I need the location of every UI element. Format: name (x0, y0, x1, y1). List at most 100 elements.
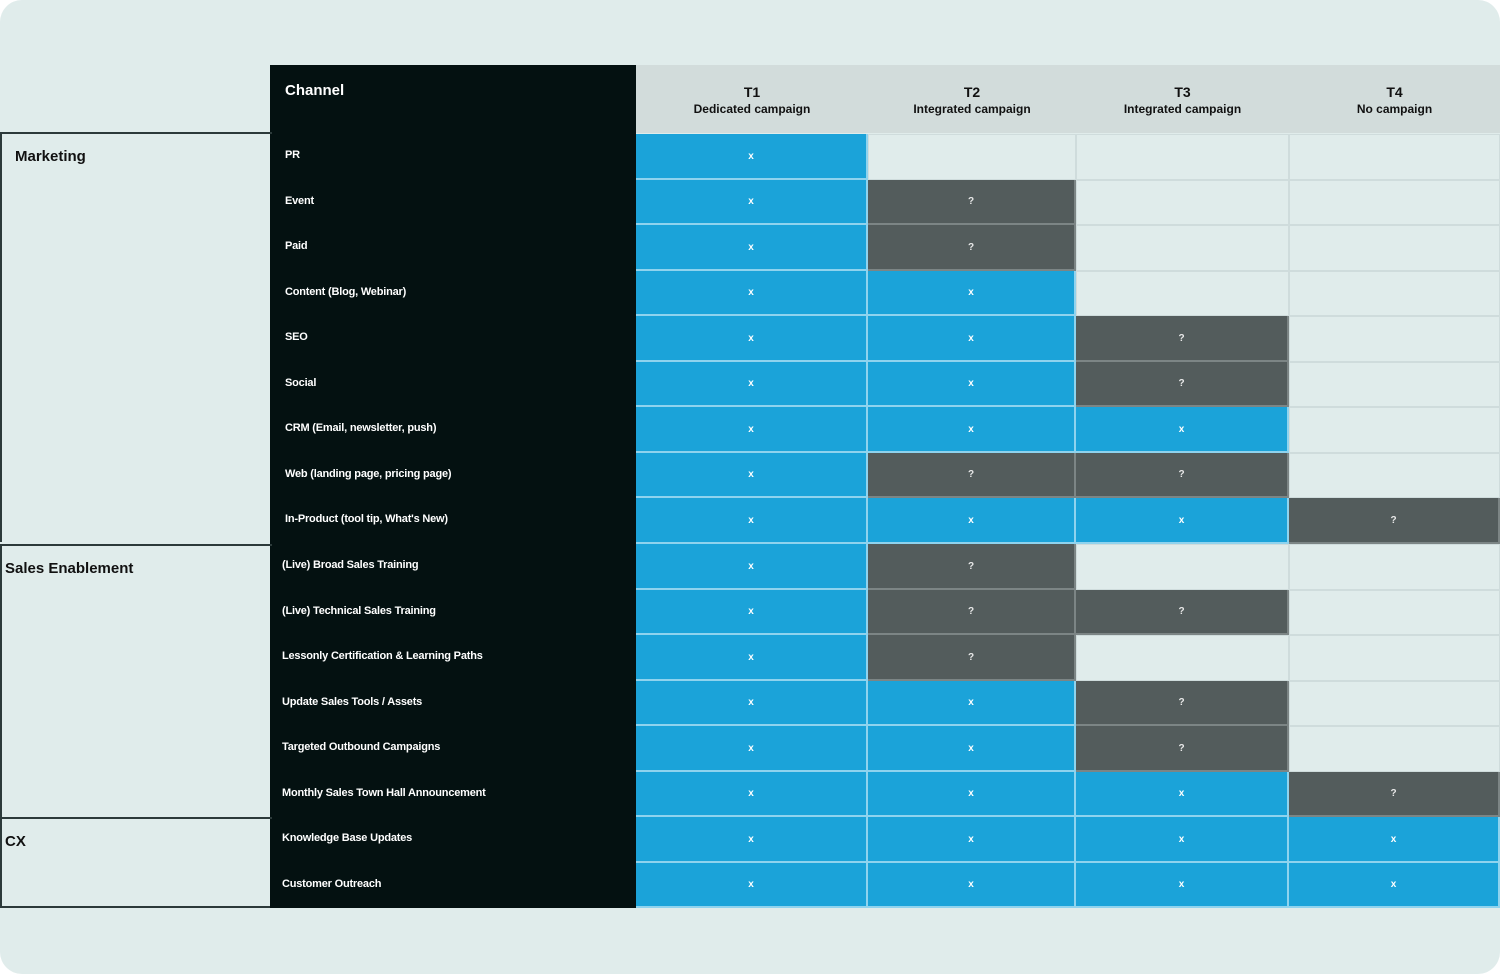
matrix-cell-t2: x (868, 863, 1076, 908)
matrix-cell-t1: x (636, 407, 868, 453)
tier-description: Integrated campaign (913, 102, 1031, 116)
matrix-cell-t1: x (636, 225, 868, 271)
matrix-cell-t1: x (636, 498, 868, 544)
matrix-cell-t2: x (868, 316, 1076, 362)
group-section-marketing (0, 132, 272, 542)
tier-description: Dedicated campaign (693, 102, 811, 116)
channel-row-label: Targeted Outbound Campaigns (282, 741, 441, 753)
matrix-cell-t4 (1289, 590, 1500, 635)
matrix-cell-t4 (1289, 544, 1500, 590)
tier-header-t3: T3 Integrated campaign (1076, 65, 1289, 133)
matrix-cell-t2: x (868, 271, 1076, 316)
matrix-cell-t3: x (1076, 407, 1289, 453)
matrix-cell-t4 (1289, 726, 1500, 772)
matrix-cell-t1: x (636, 635, 868, 681)
matrix-cell-t2: ? (868, 590, 1076, 635)
matrix-cell-t1: x (636, 726, 868, 772)
group-label: Sales Enablement (5, 560, 134, 577)
matrix-cell-t1: x (636, 134, 868, 180)
matrix-cell-t2: ? (868, 180, 1076, 225)
channel-row-label: Monthly Sales Town Hall Announcement (282, 787, 486, 799)
channel-row-label: Lessonly Certification & Learning Paths (282, 650, 483, 662)
channel-header-label: Channel (285, 82, 345, 99)
matrix-cell-t4: x (1289, 817, 1500, 863)
matrix-cell-t1: x (636, 544, 868, 590)
channel-row-label: Event (285, 195, 314, 207)
tier-description: No campaign (1356, 102, 1433, 116)
matrix-cell-t4 (1289, 453, 1500, 498)
matrix-cell-t4 (1289, 180, 1500, 225)
matrix-cell-t3: x (1076, 817, 1289, 863)
matrix-cell-t4 (1289, 635, 1500, 681)
matrix-cell-t1: x (636, 681, 868, 726)
matrix-cell-t4 (1289, 225, 1500, 271)
matrix-cell-t3: ? (1076, 590, 1289, 635)
matrix-cell-t4 (1289, 134, 1500, 180)
matrix-cell-t3: ? (1076, 726, 1289, 772)
matrix-cell-t4 (1289, 681, 1500, 726)
matrix-cell-t4: x (1289, 863, 1500, 908)
matrix-cell-t3: x (1076, 772, 1289, 817)
group-bottom-divider (0, 906, 270, 908)
channel-row-label: Content (Blog, Webinar) (285, 286, 407, 298)
matrix-cell-t3 (1076, 134, 1289, 180)
tier-name: T3 (1174, 84, 1191, 100)
matrix-cell-t4 (1289, 271, 1500, 316)
matrix-cell-t2: x (868, 726, 1076, 772)
tier-header-t1: T1 Dedicated campaign (636, 65, 868, 133)
tier-header-t2: T2 Integrated campaign (868, 65, 1076, 133)
matrix-cell-t4 (1289, 362, 1500, 407)
channel-row-label: (Live) Broad Sales Training (282, 559, 419, 571)
matrix-cell-t3: ? (1076, 453, 1289, 498)
channel-row-label: Customer Outreach (282, 878, 382, 890)
matrix-cell-t3: x (1076, 498, 1289, 544)
matrix-cell-t3 (1076, 180, 1289, 225)
matrix-cell-t2: ? (868, 225, 1076, 271)
tier-description: Integrated campaign (1123, 102, 1242, 116)
tier-name: T1 (743, 84, 761, 100)
matrix-cell-t2: x (868, 362, 1076, 407)
matrix-cell-t1: x (636, 590, 868, 635)
tier-name: T2 (963, 84, 981, 100)
channel-row-label: SEO (285, 331, 308, 343)
channel-column (270, 65, 636, 908)
matrix-cell-t3 (1076, 271, 1289, 316)
matrix-cell-t1: x (636, 271, 868, 316)
matrix-cell-t1: x (636, 817, 868, 863)
tier-name: T4 (1386, 84, 1403, 100)
matrix-cell-t3 (1076, 225, 1289, 271)
channel-row-label: Social (285, 377, 317, 389)
channel-row-label: In-Product (tool tip, What's New) (285, 513, 448, 525)
matrix-cell-t3 (1076, 544, 1289, 590)
matrix-cell-t1: x (636, 316, 868, 362)
channel-row-label: Knowledge Base Updates (282, 832, 413, 844)
matrix-cell-t2: x (868, 817, 1076, 863)
group-label: CX (5, 833, 26, 850)
matrix-cell-t1: x (636, 453, 868, 498)
matrix-cell-t1: x (636, 180, 868, 225)
matrix-cell-t3: ? (1076, 316, 1289, 362)
matrix-cell-t2: x (868, 498, 1076, 544)
matrix-cell-t2 (868, 134, 1076, 180)
matrix-cell-t1: x (636, 772, 868, 817)
matrix-cell-t2: x (868, 407, 1076, 453)
channel-row-label: Update Sales Tools / Assets (282, 696, 423, 708)
channel-row-label: Paid (285, 240, 308, 252)
matrix-cell-t3: ? (1076, 362, 1289, 407)
matrix-cell-t3: x (1076, 863, 1289, 908)
matrix-cell-t4 (1289, 316, 1500, 362)
tier-header-t4: T4 No campaign (1289, 65, 1500, 133)
matrix-cell-t3 (1076, 635, 1289, 681)
group-label: Marketing (15, 148, 86, 165)
matrix-cell-t1: x (636, 362, 868, 407)
matrix-cell-t1: x (636, 863, 868, 908)
matrix-cell-t4 (1289, 407, 1500, 453)
channel-row-label: Web (landing page, pricing page) (285, 468, 452, 480)
group-section-sales-enablement (0, 544, 272, 817)
matrix-cell-t2: ? (868, 635, 1076, 681)
matrix-cell-t2: x (868, 772, 1076, 817)
group-section-cx (0, 817, 272, 908)
channel-row-label: CRM (Email, newsletter, push) (285, 422, 437, 434)
matrix-cell-t2: ? (868, 544, 1076, 590)
